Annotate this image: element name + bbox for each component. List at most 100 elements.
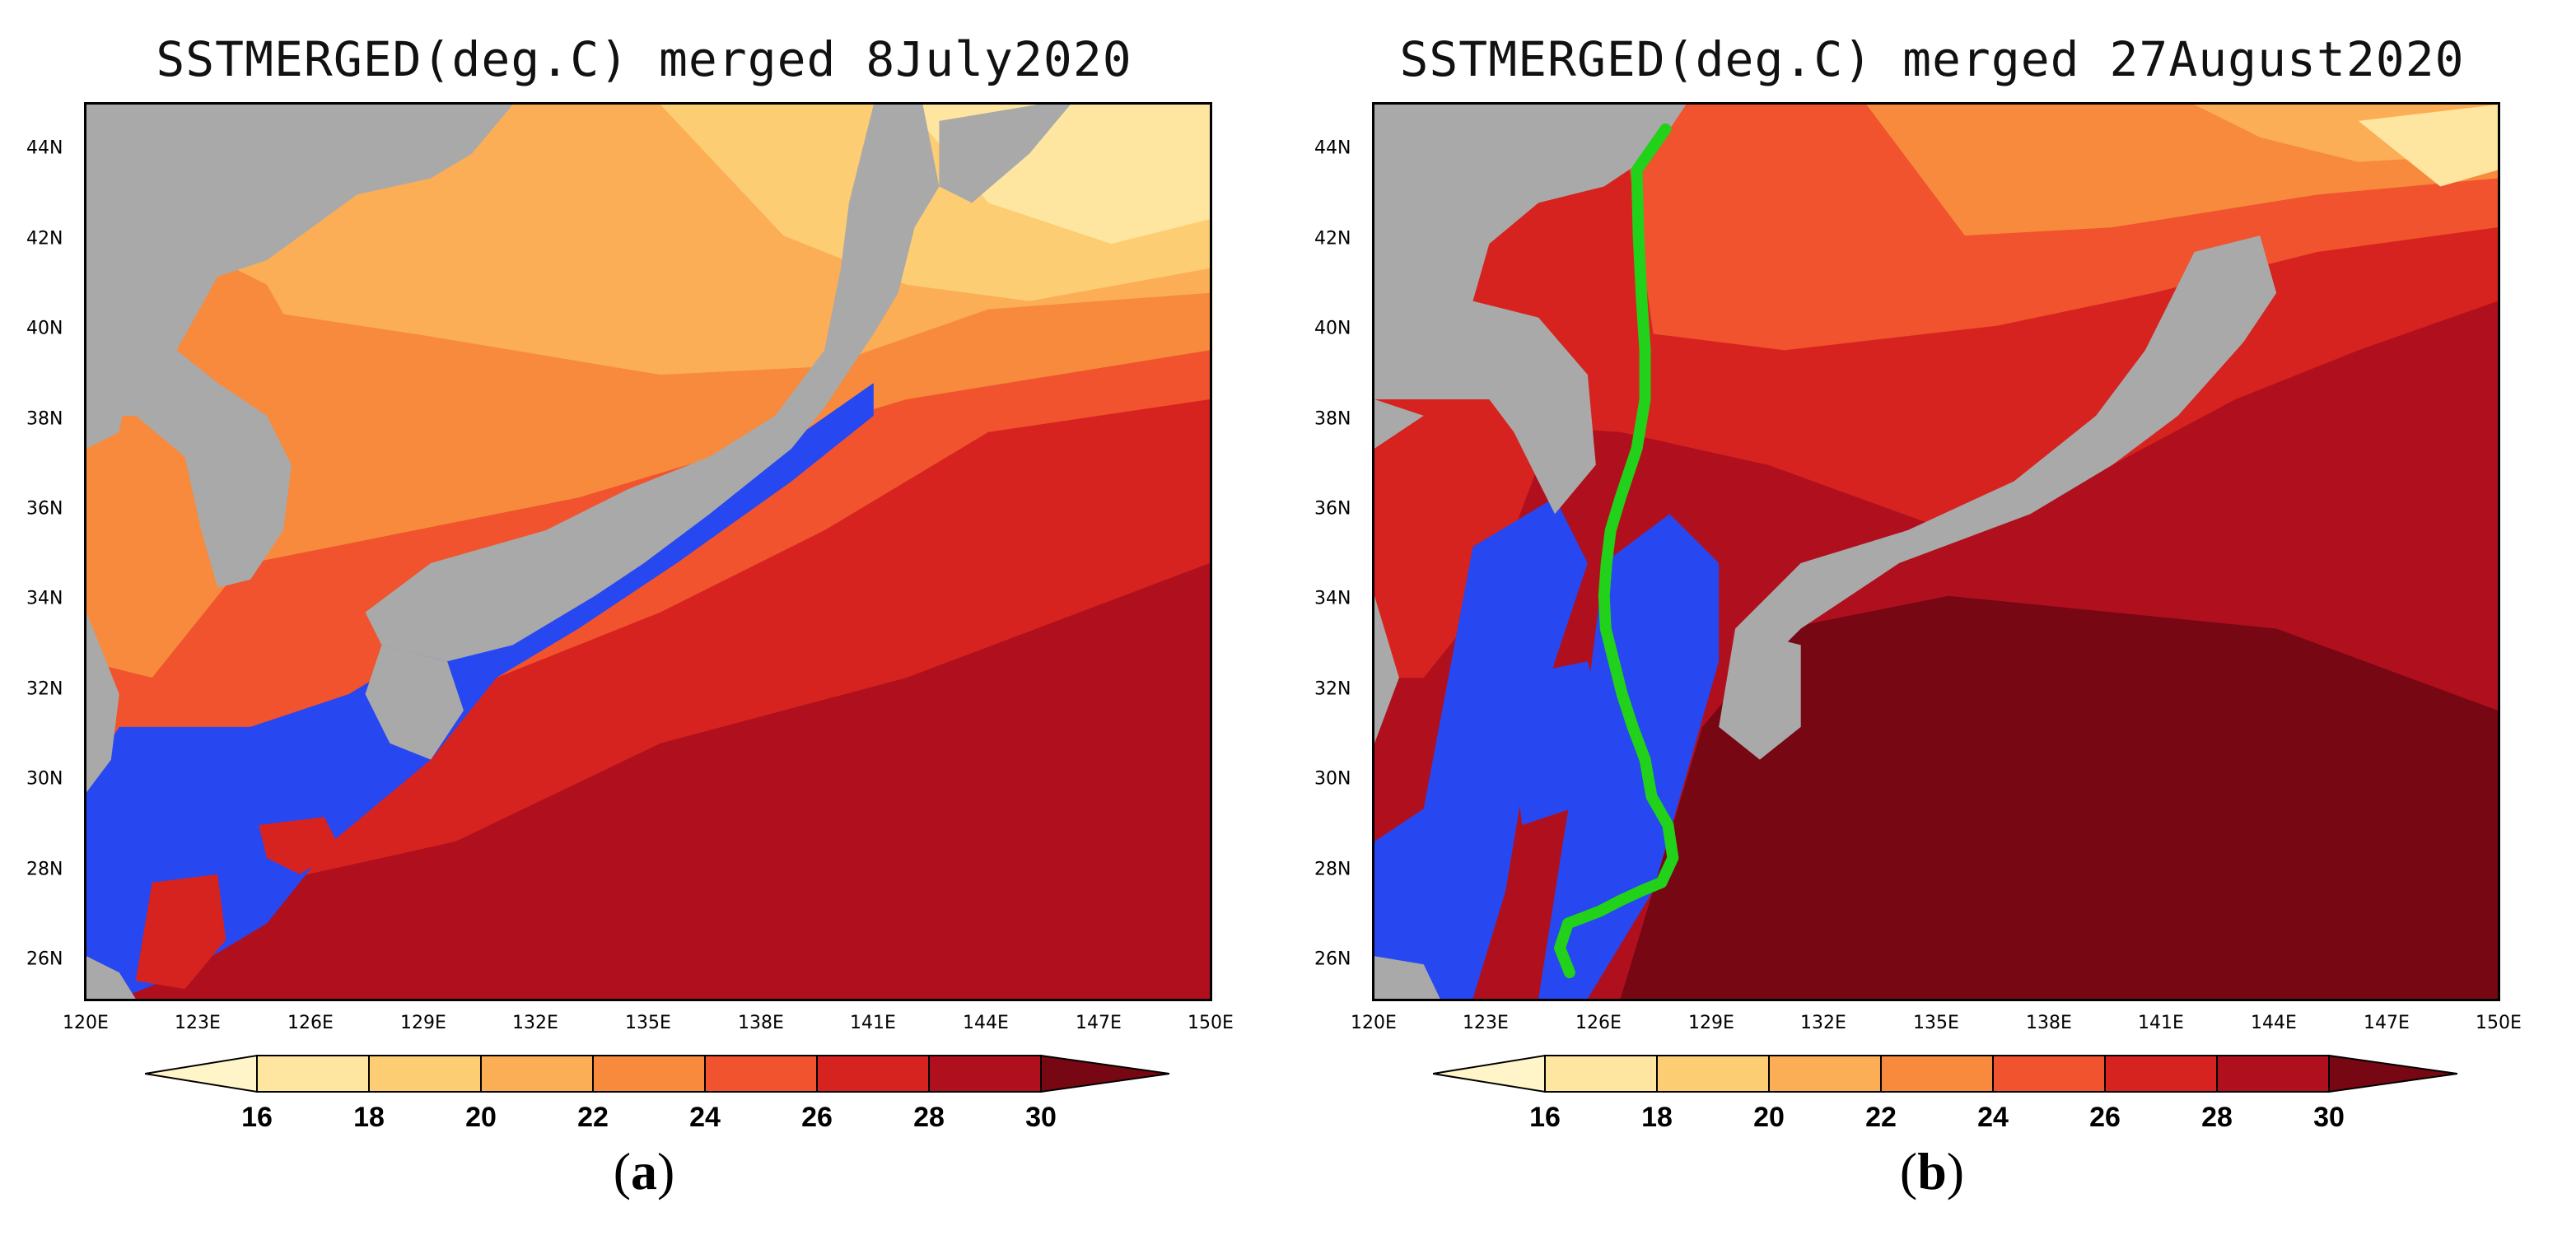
colorbar-26-28 <box>2104 1055 2218 1093</box>
land-china-coast <box>86 612 119 793</box>
colorbar-label: 26 <box>801 1102 833 1133</box>
lat-label: 34N <box>1314 588 1351 609</box>
land-taiwan <box>1374 956 1440 999</box>
lon-label: 123E <box>175 1013 221 1033</box>
lat-label: 36N <box>1314 498 1351 520</box>
sst-map-a <box>84 102 1212 1001</box>
lon-label: 147E <box>1076 1013 1122 1033</box>
lon-label: 144E <box>963 1013 1009 1033</box>
sst-map-b <box>1372 102 2500 1001</box>
colorbar-label: 18 <box>1641 1102 1673 1133</box>
cool-water-patch <box>1505 661 1604 826</box>
colorbar-label: 22 <box>577 1102 609 1133</box>
cool-water-band-mid <box>1538 514 1720 999</box>
lon-label: 150E <box>2476 1013 2522 1033</box>
lon-label: 132E <box>1800 1013 1846 1033</box>
colorbar-16-18 <box>256 1055 370 1093</box>
colorbar-26-28 <box>816 1055 930 1093</box>
lat-label: 44N <box>26 138 63 159</box>
sst-field-a <box>86 105 1210 999</box>
colorbar-label: 20 <box>465 1102 497 1133</box>
colorbar-20-22 <box>1768 1055 1882 1093</box>
land-japan <box>365 105 940 662</box>
lat-label: 40N <box>26 318 63 339</box>
map-title-a: SSTMERGED(deg.C) merged 8July2020 <box>156 31 1132 87</box>
typhoon-track <box>1554 123 1679 979</box>
colorbar-label: 28 <box>913 1102 945 1133</box>
colorbar-label: 30 <box>1025 1102 1057 1133</box>
lat-label: 28N <box>26 859 63 880</box>
panel-b: SSTMERGED(deg.C) merged 27August2020 <box>1288 0 2576 1240</box>
lon-label: 120E <box>1351 1013 1397 1033</box>
colorbar-label: 20 <box>1753 1102 1785 1133</box>
warm-patch <box>135 874 226 990</box>
lon-label: 129E <box>1688 1013 1734 1033</box>
cool-water-band-west <box>1374 497 1588 999</box>
lat-label: 30N <box>1314 768 1351 790</box>
colorbar-a <box>145 1054 1169 1093</box>
land-korea <box>86 105 513 588</box>
colorbar-b <box>1433 1054 2457 1093</box>
lat-label: 26N <box>26 949 63 970</box>
lat-label: 30N <box>26 768 63 790</box>
colorbar-above30 <box>1040 1054 1169 1093</box>
colorbar-18-20 <box>1656 1055 1770 1093</box>
lat-label: 38N <box>26 408 63 430</box>
colorbar-22-24 <box>592 1055 706 1093</box>
lon-label: 141E <box>850 1013 896 1033</box>
warm-patch <box>259 817 341 874</box>
panel-a: SSTMERGED(deg.C) merged 8July2020 <box>26 31 1234 1200</box>
sst-field-b <box>1374 105 2498 999</box>
colorbar-label: 26 <box>2089 1102 2121 1133</box>
colorbar-28-30 <box>2216 1055 2330 1093</box>
lon-label: 123E <box>1463 1013 1509 1033</box>
colorbar-below16 <box>1433 1054 1546 1093</box>
lon-label: 147E <box>2364 1013 2410 1033</box>
lat-label: 32N <box>26 678 63 700</box>
lon-label: 135E <box>625 1013 671 1033</box>
colorbar-above30 <box>2328 1054 2457 1093</box>
lat-label: 44N <box>1314 138 1351 159</box>
lon-label: 129E <box>400 1013 446 1033</box>
colorbar-16-18 <box>1544 1055 1658 1093</box>
lat-label: 38N <box>1314 408 1351 430</box>
lon-label: 138E <box>2026 1013 2072 1033</box>
land-china-coast <box>1374 595 1399 744</box>
map-title-b: SSTMERGED(deg.C) merged 27August2020 <box>1399 31 2465 87</box>
land-taiwan <box>86 956 136 999</box>
lat-label: 34N <box>26 588 63 609</box>
lat-label: 42N <box>26 228 63 249</box>
lon-label: 126E <box>1575 1013 1622 1033</box>
colorbar-label: 28 <box>2201 1102 2233 1133</box>
colorbar-label: 30 <box>2313 1102 2345 1133</box>
lon-label: 132E <box>512 1013 558 1033</box>
colorbar-label: 16 <box>1529 1102 1561 1133</box>
land-kyushu <box>1719 628 1801 760</box>
colorbar-below16 <box>145 1054 258 1093</box>
colorbar-28-30 <box>928 1055 1042 1093</box>
lat-label: 28N <box>1314 859 1351 880</box>
panel-letter-b: (b) <box>1899 1142 1965 1200</box>
colorbar-label: 22 <box>1865 1102 1897 1133</box>
colorbar-label: 24 <box>1977 1102 2009 1133</box>
colorbar-18-20 <box>368 1055 482 1093</box>
lon-label: 135E <box>1913 1013 1959 1033</box>
lat-label: 26N <box>1314 949 1351 970</box>
land-korea <box>1374 105 1687 515</box>
colorbar-20-22 <box>480 1055 594 1093</box>
panel-letter-a: (a) <box>613 1142 675 1200</box>
lon-label: 144E <box>2251 1013 2297 1033</box>
lon-label: 120E <box>63 1013 109 1033</box>
lat-label: 36N <box>26 498 63 520</box>
lat-label: 40N <box>1314 318 1351 339</box>
lon-label: 126E <box>287 1013 334 1033</box>
colorbar-22-24 <box>1880 1055 1994 1093</box>
colorbar-label: 24 <box>689 1102 721 1133</box>
sst-16-18-region <box>2358 105 2498 187</box>
lat-label: 42N <box>1314 228 1351 249</box>
colorbar-label: 18 <box>353 1102 385 1133</box>
colorbar-24-26 <box>1992 1055 2106 1093</box>
land-kyushu <box>365 645 464 760</box>
lon-label: 150E <box>1188 1013 1234 1033</box>
land-china-north <box>1374 399 1424 449</box>
